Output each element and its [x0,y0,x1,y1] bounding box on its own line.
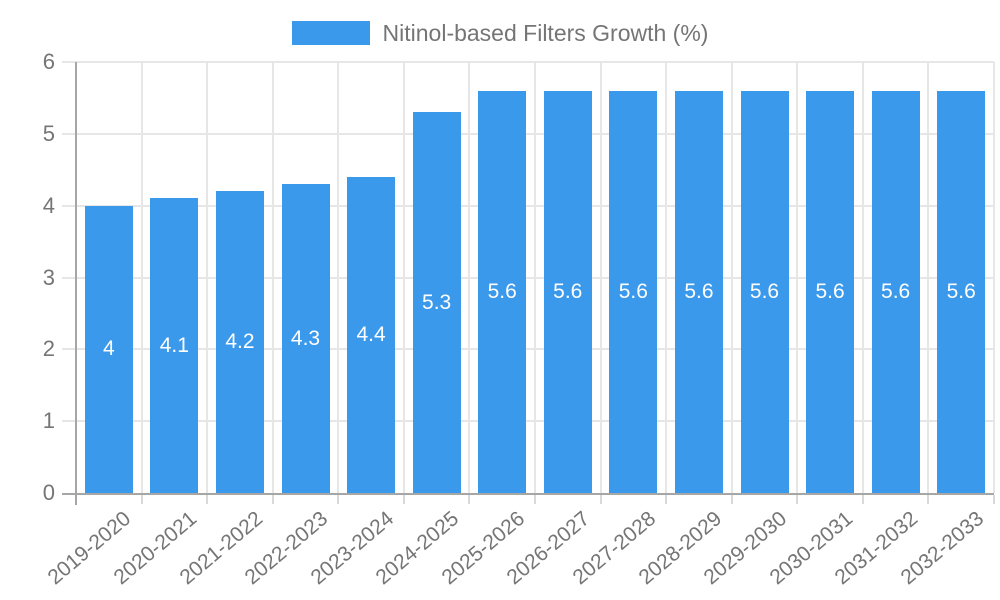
gridline-vertical [337,62,340,493]
gridline-vertical [796,62,799,493]
gridline-vertical [271,62,274,493]
y-axis-tick [62,348,76,351]
bar [281,184,330,493]
bar [84,205,133,493]
bar [412,112,461,493]
bar-value-label: 5.6 [815,279,845,303]
y-axis-tick-label: 3 [42,264,55,290]
x-axis-tick [665,495,668,504]
x-axis-tick [534,495,536,504]
gridline-vertical [730,62,733,493]
gridline-vertical [468,62,471,493]
bar-value-label: 5.6 [749,279,780,303]
x-axis-tick [927,495,930,504]
bar [609,90,658,493]
x-axis-tick [337,495,340,504]
x-axis-tick [796,495,799,504]
x-axis-tick [402,495,405,504]
bar-value-label: 5.6 [487,279,517,303]
gridline-vertical [534,62,536,493]
bar [215,191,264,493]
bar-value-label: 4.3 [290,326,321,350]
gridline-vertical [140,62,143,493]
gridline-vertical [402,62,405,493]
y-axis-line [75,62,77,505]
bar-value-label: 5.6 [618,279,648,303]
y-axis-tick-label: 5 [42,120,55,146]
bar-value-label: 4 [102,337,115,361]
bar-value-label: 5.6 [553,279,583,303]
x-axis-tick [730,495,733,504]
bar [543,90,592,493]
bar [806,90,855,493]
x-axis-tick [468,495,471,504]
bar [937,90,986,493]
legend: Nitinol-based Filters Growth (%) [0,19,1000,47]
x-axis-tick [140,495,143,504]
x-axis-line [62,493,994,495]
bar-value-label: 5.3 [422,290,452,314]
y-axis-tick-label: 0 [42,480,55,505]
bar-value-label: 4.4 [356,322,386,346]
y-axis-tick-label: 1 [42,408,55,434]
bar-value-label: 5.6 [684,279,714,303]
x-axis-tick [993,495,995,504]
x-axis-tick [271,495,274,504]
gridline-vertical [993,62,995,493]
x-axis-tick [861,495,864,504]
y-axis-tick [62,204,76,207]
gridline-vertical [665,62,668,493]
bar [740,90,789,493]
y-axis-tick-label: 2 [42,336,55,362]
y-axis-tick [62,61,76,63]
gridline-vertical [861,62,864,493]
y-axis-tick [62,132,76,135]
bar-value-label: 4.1 [159,333,189,357]
x-axis-tick [599,495,602,504]
legend-item[interactable]: Nitinol-based Filters Growth (%) [291,19,709,47]
gridline-vertical [599,62,602,493]
gridline-vertical [927,62,930,493]
bar-value-label: 5.6 [881,279,911,303]
y-axis-tick [62,420,76,423]
bar [871,90,920,493]
bar-value-label: 5.6 [946,279,976,303]
y-axis-tick-label: 4 [42,192,55,218]
y-axis-tick-label: 6 [42,49,55,74]
legend-swatch-icon [291,21,370,45]
gridline-vertical [206,62,209,493]
bar-value-label: 4.2 [225,330,255,354]
bar [674,90,723,493]
y-axis-tick [62,276,76,279]
bar [347,176,396,493]
bar [478,90,527,493]
x-axis-tick [206,495,209,504]
legend-label: Nitinol-based Filters Growth (%) [382,20,709,46]
bar [150,198,199,493]
